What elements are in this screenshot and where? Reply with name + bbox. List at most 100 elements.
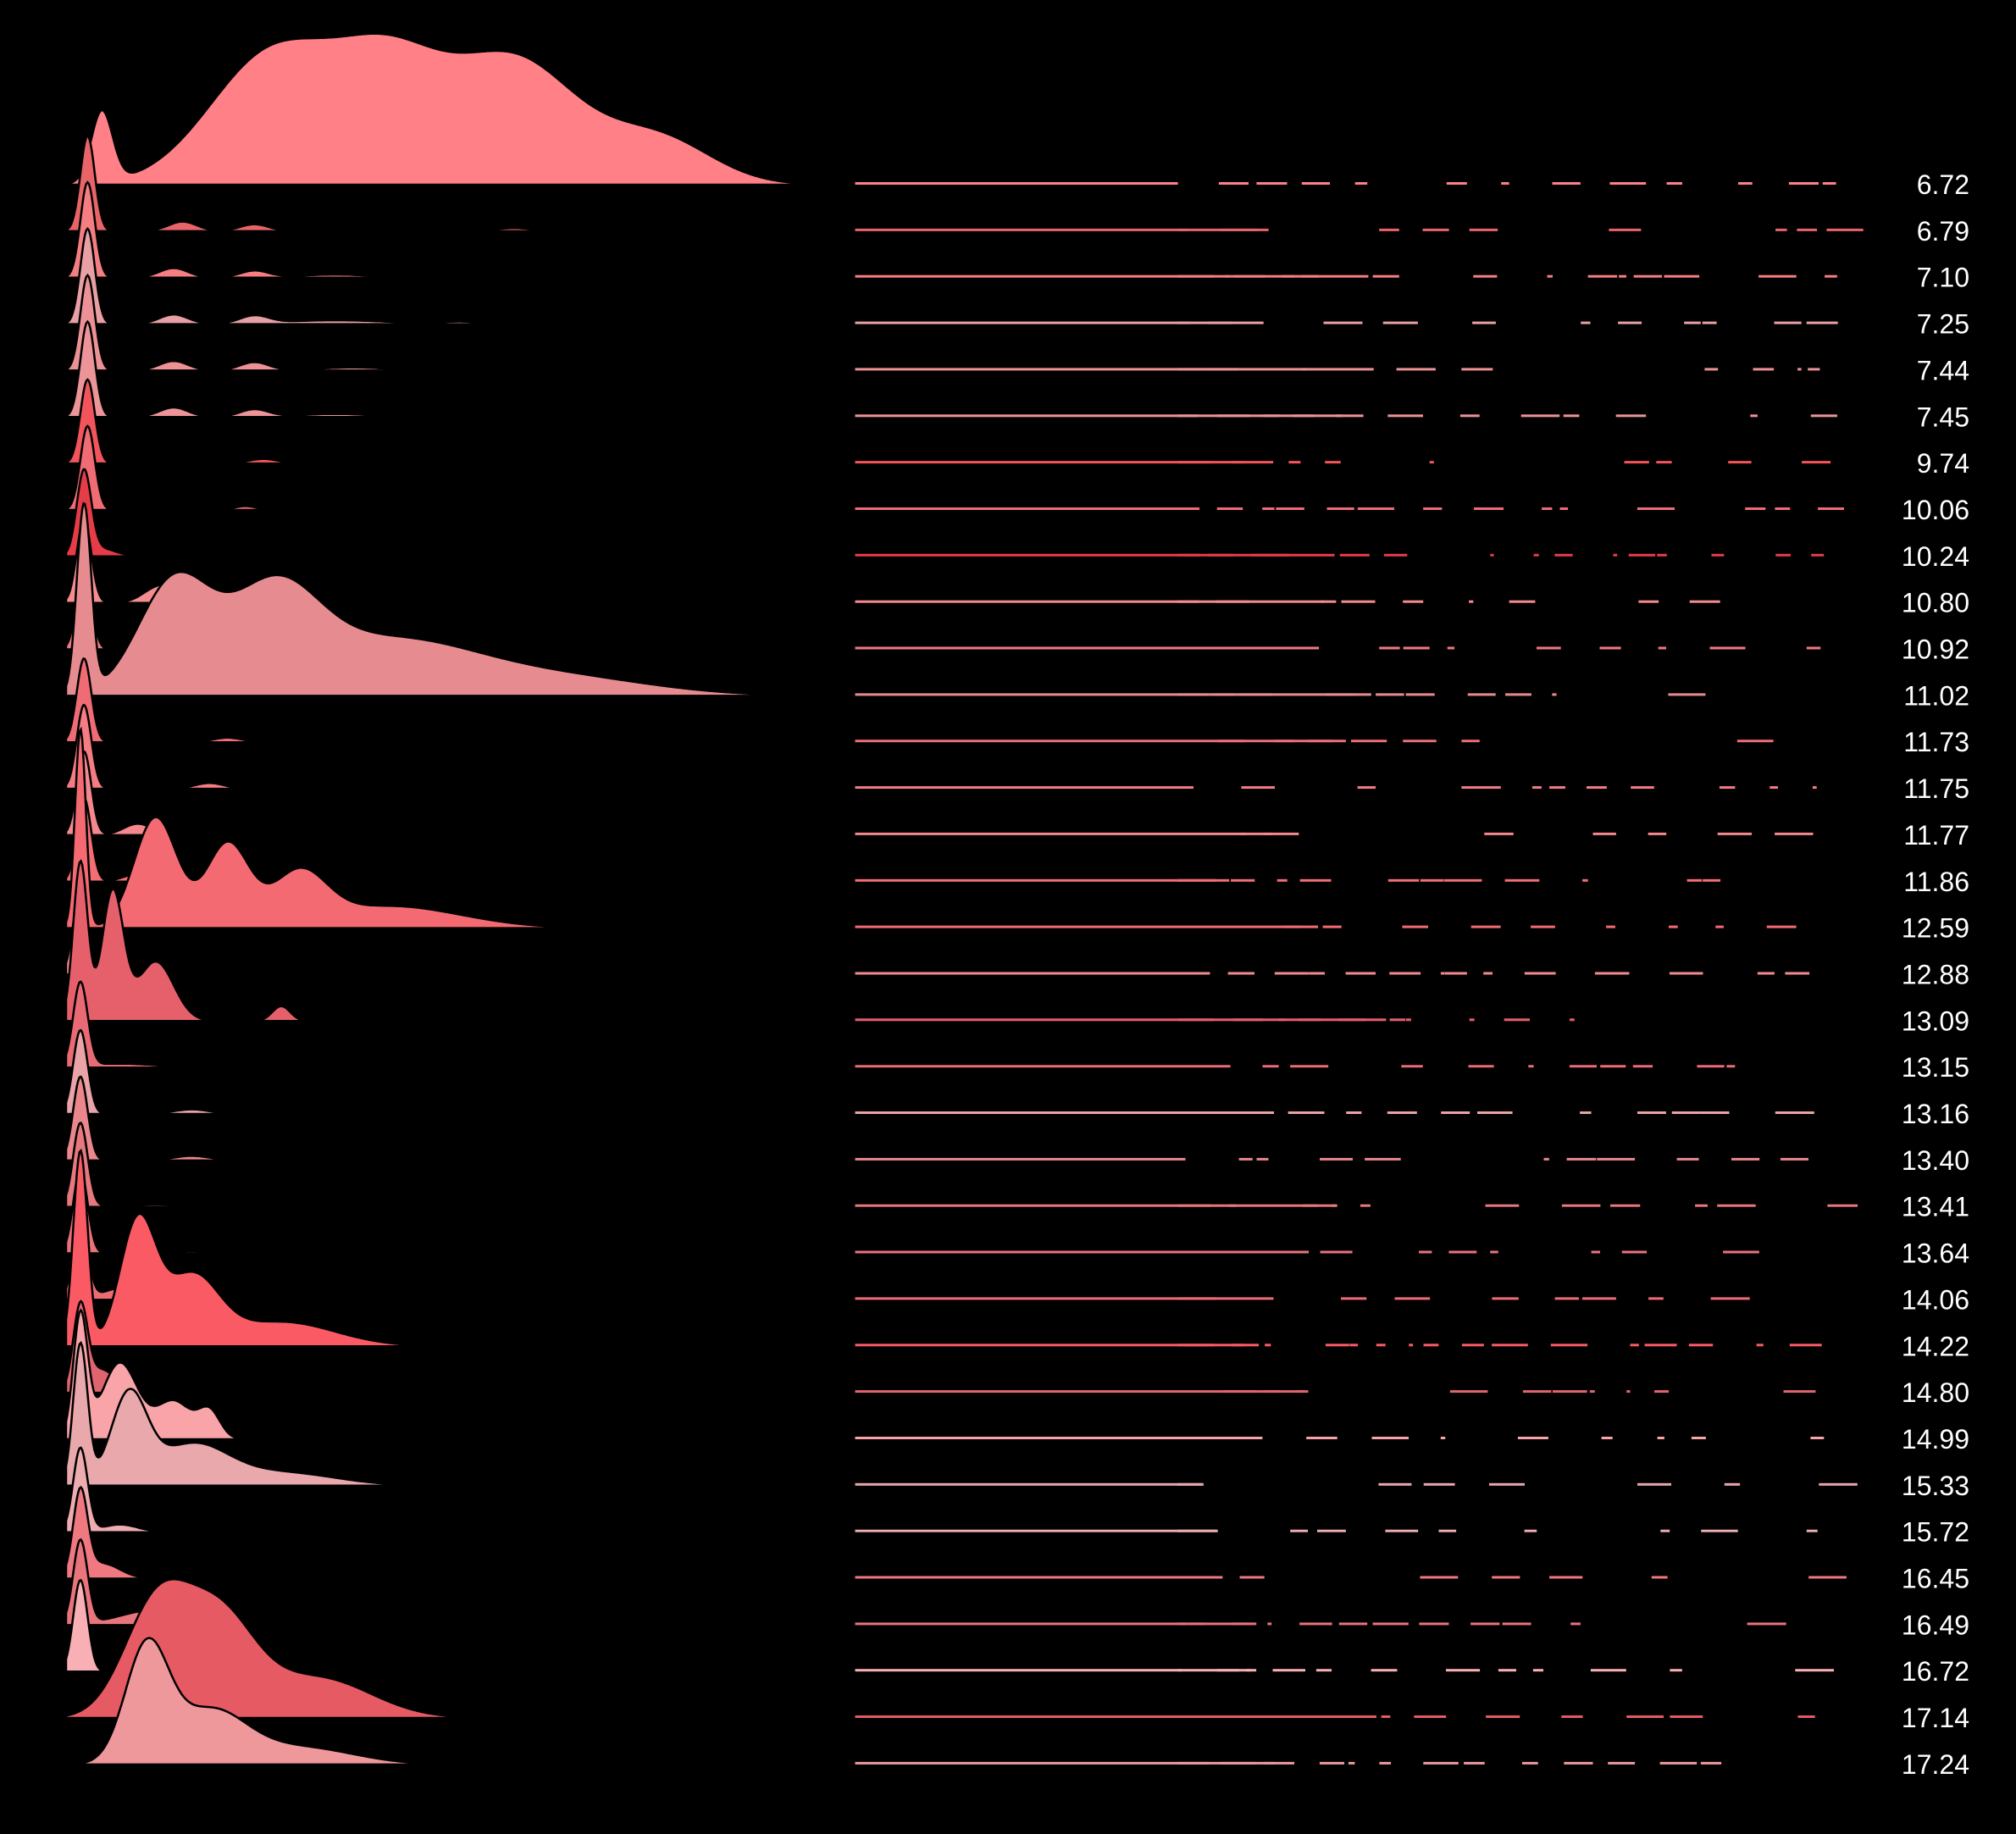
ridge-tail-speck bbox=[1227, 972, 1254, 975]
ridge-tail-speck bbox=[1403, 600, 1424, 603]
ridge-tail-speck bbox=[1384, 553, 1408, 557]
ridge-tail bbox=[855, 1482, 1203, 1486]
ridge-tail-speck bbox=[1797, 228, 1817, 231]
ridge-row bbox=[64, 1075, 1808, 1162]
ridge-tail-speck bbox=[1177, 274, 1215, 278]
ridge-tail-speck bbox=[1818, 507, 1844, 510]
row-label: 14.99 bbox=[1902, 1424, 1969, 1454]
ridge-tail-speck bbox=[1177, 1437, 1189, 1439]
ridge-tail-speck bbox=[1591, 1250, 1600, 1254]
ridge-tail-speck bbox=[1440, 1437, 1446, 1439]
ridge-tail-speck bbox=[1490, 553, 1494, 557]
ridge-tail-speck bbox=[1299, 878, 1332, 882]
ridge-group bbox=[64, 32, 1864, 1766]
ridge-tail-speck bbox=[1446, 1669, 1481, 1672]
ridge-tail-speck bbox=[1216, 1715, 1238, 1718]
ridge-tail-speck bbox=[1317, 1529, 1346, 1532]
ridge-density bbox=[64, 1075, 873, 1162]
ridge-density bbox=[64, 1122, 873, 1208]
ridge-density bbox=[64, 378, 873, 465]
ridge-tail-speck bbox=[1483, 972, 1493, 975]
ridge-tail-speck bbox=[1477, 1111, 1513, 1114]
ridge-row bbox=[64, 319, 1837, 418]
ridge-tail-speck bbox=[1440, 972, 1445, 975]
ridge-tail-speck bbox=[1341, 600, 1376, 603]
ridge-tail-speck bbox=[1376, 693, 1404, 696]
ridge-tail-speck bbox=[1589, 1390, 1595, 1394]
ridge-tail-speck bbox=[1325, 461, 1341, 464]
ridge-tail-speck bbox=[1695, 1204, 1708, 1207]
ridge-tail bbox=[855, 274, 1369, 278]
ridge-tail-speck bbox=[1615, 414, 1647, 418]
ridge-row bbox=[64, 501, 1706, 697]
row-label: 13.41 bbox=[1902, 1192, 1969, 1222]
ridge-tail-speck bbox=[1474, 507, 1504, 510]
ridge-tail-speck bbox=[1724, 1482, 1741, 1486]
ridge-tail bbox=[855, 832, 1271, 835]
ridge-tail-speck bbox=[1414, 1715, 1447, 1718]
ridge-tail-speck bbox=[1808, 1576, 1847, 1579]
ridge-tail-speck bbox=[1448, 1250, 1477, 1254]
ridge-tail-speck bbox=[1757, 972, 1775, 975]
row-label: 11.75 bbox=[1903, 773, 1969, 804]
ridge-tail-speck bbox=[1360, 1204, 1371, 1207]
ridge-density bbox=[64, 1299, 873, 1394]
ridge-tail-speck bbox=[1303, 1204, 1318, 1207]
row-label-group: 6.72 6.79 7.10 7.25 7.44 7.45 9.74 10.06 10.24 10… bbox=[1902, 169, 1969, 1780]
ridge-tail-speck bbox=[1299, 1622, 1332, 1626]
ridge-tail-speck bbox=[1492, 1576, 1520, 1579]
ridge-tail-speck bbox=[1387, 1111, 1417, 1114]
ridge-tail bbox=[855, 972, 1210, 975]
ridge-tail bbox=[855, 1529, 1218, 1532]
ridge-tail-speck bbox=[1256, 1157, 1269, 1161]
ridge-tail-speck bbox=[1554, 1297, 1579, 1300]
ridge-row bbox=[64, 1028, 1814, 1116]
ridge-row bbox=[64, 703, 1817, 790]
ridge-tail-speck bbox=[1753, 368, 1775, 371]
ridge-tail-speck bbox=[1231, 878, 1255, 882]
ridge-tail-speck bbox=[1561, 1715, 1583, 1718]
ridge-tail-speck bbox=[1354, 182, 1368, 185]
ridge-tail-speck bbox=[1736, 740, 1774, 743]
ridge-tail-speck bbox=[1563, 414, 1580, 418]
ridge-tail-speck bbox=[1637, 1111, 1666, 1114]
ridge-tail-speck bbox=[1419, 1622, 1449, 1626]
ridge-density bbox=[64, 1578, 873, 1720]
ridge-tail-speck bbox=[1177, 878, 1216, 882]
ridge-tail-speck bbox=[1403, 646, 1430, 650]
ridge-tail-speck bbox=[1336, 414, 1364, 418]
row-label: 17.24 bbox=[1902, 1749, 1969, 1780]
row-label: 14.06 bbox=[1902, 1284, 1969, 1315]
ridge-tail-speck bbox=[1293, 646, 1320, 650]
ridge-density bbox=[64, 889, 873, 976]
ridge-tail-speck bbox=[1206, 368, 1238, 371]
ridge-tail-speck bbox=[1396, 368, 1436, 371]
ridge-tail-speck bbox=[1684, 321, 1701, 324]
ridge-density bbox=[64, 273, 873, 372]
ridge-tail-speck bbox=[1379, 1761, 1391, 1765]
ridge-tail bbox=[855, 1576, 1223, 1579]
ridge-tail-speck bbox=[1241, 1437, 1252, 1439]
ridge-tail-speck bbox=[1812, 786, 1817, 790]
ridge-tail-speck bbox=[1321, 600, 1337, 603]
ridge-density bbox=[64, 32, 873, 186]
ridge-tail-speck bbox=[1775, 228, 1787, 231]
ridge-tail-speck bbox=[1177, 1761, 1210, 1765]
ridge-tail-speck bbox=[1489, 1482, 1525, 1486]
ridge-tail-speck bbox=[1756, 1344, 1764, 1347]
ridge-tail-speck bbox=[1788, 182, 1819, 185]
ridge-tail-speck bbox=[1232, 1622, 1257, 1626]
ridge-tail-speck bbox=[1688, 1344, 1714, 1347]
ridge-tail-speck bbox=[1658, 646, 1666, 650]
ridge-tail-speck bbox=[1200, 972, 1210, 975]
ridge-density bbox=[64, 980, 873, 1069]
ridge-tail-speck bbox=[1747, 1622, 1786, 1626]
ridge-tail-speck bbox=[1216, 600, 1249, 603]
ridge-tail-speck bbox=[1719, 786, 1736, 790]
row-label: 7.44 bbox=[1917, 355, 1969, 385]
ridge-tail-speck bbox=[1715, 925, 1724, 928]
ridge-tail-speck bbox=[1177, 693, 1208, 696]
row-label: 13.16 bbox=[1902, 1099, 1969, 1129]
ridge-tail-speck bbox=[1533, 553, 1539, 557]
ridge-tail-speck bbox=[1282, 925, 1319, 928]
